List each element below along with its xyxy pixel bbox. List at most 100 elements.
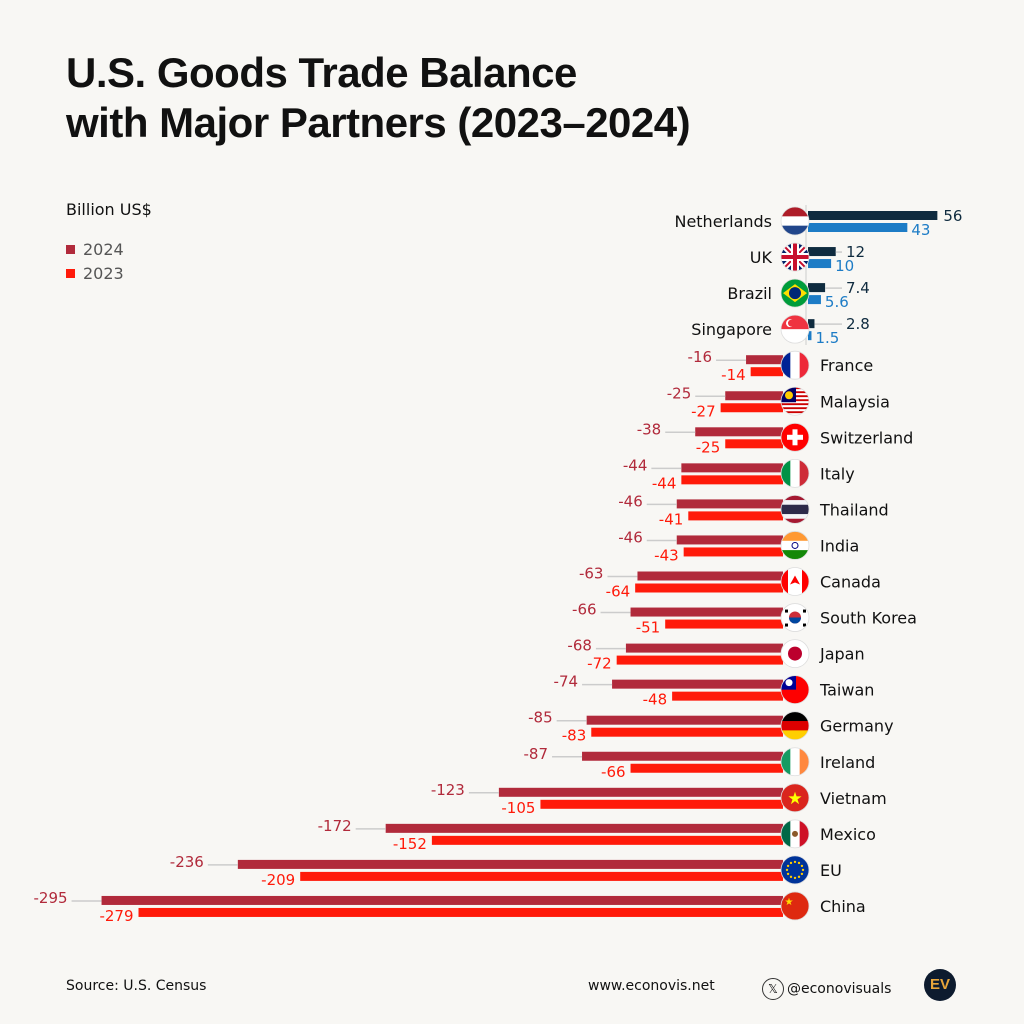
value-label-2023: 43 [911, 221, 930, 239]
value-label-2024: -172 [318, 817, 352, 835]
flag-border [780, 206, 810, 236]
value-label-2023: -44 [652, 474, 677, 492]
row-taiwan: -74 -48 Taiwan [554, 673, 875, 709]
country-label: India [820, 536, 859, 555]
bar-2024 [725, 391, 783, 401]
bar-2024 [746, 355, 783, 365]
value-label-2023: -25 [696, 438, 721, 456]
malaysia-flag-icon [781, 387, 809, 416]
value-label-2023: -105 [501, 799, 535, 817]
row-netherlands: 56 43 Netherlands [674, 206, 962, 239]
row-india: -46 -43 India [618, 528, 859, 564]
handle-text: @econovisuals [787, 981, 892, 997]
bar-2023 [300, 871, 783, 881]
flag-border [780, 531, 810, 560]
country-label: Switzerland [820, 428, 913, 447]
country-label: Germany [820, 717, 894, 736]
value-label-2023: -152 [393, 835, 427, 853]
bar-2024 [582, 751, 783, 761]
china-flag-icon: ★ [781, 891, 809, 920]
bar-2023 [616, 655, 783, 665]
bar-2024 [808, 247, 836, 257]
italy-flag-icon [781, 459, 809, 488]
value-label-2024: -44 [623, 456, 648, 474]
country-label: France [820, 356, 873, 375]
value-label-2024: 12 [846, 243, 865, 261]
country-label: China [820, 897, 866, 916]
bar-2023 [630, 763, 783, 773]
legend-2024: 2024 [66, 240, 124, 259]
country-label: Netherlands [674, 212, 772, 231]
country-label: Canada [820, 573, 881, 592]
legend-label-2023: 2023 [83, 264, 124, 283]
row-malaysia: -25-27 Malaysia [667, 384, 890, 420]
value-label-2023: -43 [654, 546, 679, 564]
row-eu: -236 -209 EU [170, 853, 842, 889]
svg-text:★: ★ [787, 789, 802, 809]
bar-2024 [498, 787, 783, 797]
social-handle[interactable]: 𝕏 @econovisuals [762, 978, 891, 1000]
legend-swatch-2024 [66, 245, 75, 254]
value-label-2023: -51 [636, 619, 661, 637]
value-label-2023: 10 [835, 257, 854, 275]
canada-flag-icon [781, 567, 809, 596]
country-label: EU [820, 861, 842, 880]
thailand-flag-icon [781, 495, 809, 524]
value-label-2023: -72 [587, 655, 612, 673]
unit-label: Billion US$ [66, 200, 152, 219]
country-label: Japan [819, 645, 865, 664]
bar-2024 [808, 283, 826, 293]
row-japan: -68-72 Japan [567, 637, 864, 673]
flag-border [780, 639, 810, 668]
value-label-2023: -41 [659, 510, 684, 528]
bar-2023 [720, 403, 783, 413]
bar-2023 [672, 691, 783, 701]
value-label-2023: -64 [606, 583, 631, 601]
row-thailand: -46 -41 Thailand [618, 492, 888, 528]
bar-2023 [808, 295, 821, 305]
website-link[interactable]: www.econovis.net [588, 978, 715, 994]
bar-2023 [725, 439, 783, 449]
brazil-flag-icon [781, 279, 809, 308]
bar-2023 [665, 619, 783, 629]
india-flag-icon [781, 531, 809, 560]
chart-title: U.S. Goods Trade Balance with Major Part… [66, 48, 691, 148]
flag-border [780, 386, 810, 416]
value-label-2023: -14 [721, 366, 746, 384]
bar-2024 [681, 463, 783, 473]
value-label-2024: -74 [554, 673, 579, 691]
bar-2024 [808, 319, 815, 329]
value-label-2024: -236 [170, 853, 204, 871]
flag-border [780, 819, 810, 849]
value-label-2024: -66 [572, 601, 597, 619]
bar-2023 [681, 475, 783, 485]
flag-border [780, 567, 810, 596]
uk-flag-icon [781, 243, 809, 272]
south-korea-flag-icon [781, 603, 809, 632]
bar-2024 [695, 427, 783, 437]
country-label: Vietnam [820, 789, 887, 808]
row-mexico: -172 -152 Mexico [318, 817, 876, 853]
country-label: Ireland [820, 753, 875, 772]
bar-2023 [808, 223, 908, 232]
country-label: Mexico [820, 825, 876, 844]
bar-2023 [138, 907, 783, 917]
country-label: UK [750, 248, 773, 267]
bar-2023 [688, 511, 783, 521]
row-germany: -85 -83 Germany [528, 709, 893, 745]
bar-2023 [808, 259, 832, 269]
bar-2024 [676, 535, 783, 545]
flag-border [780, 350, 810, 380]
flag-border [780, 711, 810, 741]
bar-2023 [750, 367, 783, 377]
country-label: Taiwan [819, 681, 874, 700]
germany-flag-icon [781, 711, 809, 740]
flag-border [780, 891, 810, 921]
value-label-2024: -16 [688, 348, 713, 366]
title-line-2: with Major Partners (2023–2024) [66, 99, 691, 146]
bar-2023 [683, 547, 783, 557]
japan-flag-icon [781, 639, 809, 668]
flag-border [780, 422, 810, 452]
